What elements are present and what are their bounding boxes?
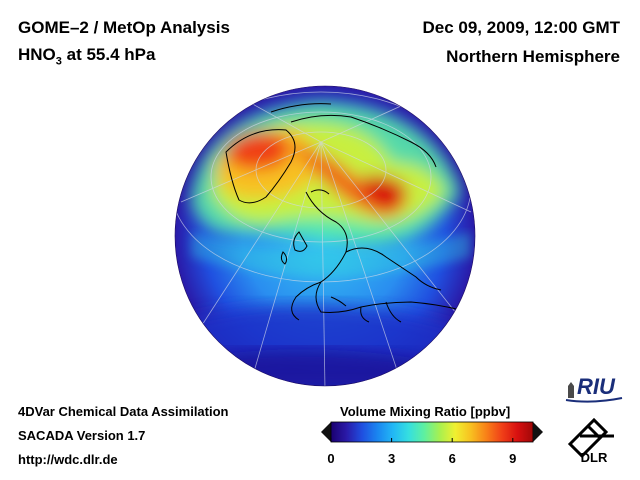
hemisphere-map: [174, 85, 476, 387]
dlr-text: DLR: [581, 450, 608, 464]
colorbar-tick-label-3: 3: [387, 451, 396, 466]
dlr-emblem: [567, 417, 614, 459]
colorbar-tick-label-9: 9: [509, 451, 517, 466]
species-subscript: 3: [55, 55, 62, 68]
date-label: Dec 09, 2009, 12:00 GMT: [422, 18, 620, 37]
species-label: HNO3 at 55.4 hPa: [18, 45, 155, 67]
riu-tower: [568, 382, 574, 398]
colorbar-gradient: [330, 421, 534, 443]
coastlines: [225, 103, 462, 323]
vortex-field: [191, 102, 461, 244]
riu-logo-icon: RIU: [565, 374, 623, 403]
footer-line-1: 4DVar Chemical Data Assimilation: [18, 404, 229, 419]
footer-url: http://wdc.dlr.de: [18, 452, 118, 467]
colorbar-min-arrow: [321, 422, 331, 442]
species-base: HNO: [18, 45, 56, 64]
mid-latitude-band: [191, 232, 471, 277]
colorbar-tick-label-6: 6: [448, 451, 456, 466]
dlr-logo-icon: DLR: [567, 417, 614, 464]
colorbar-title: Volume Mixing Ratio [ppbv]: [340, 404, 511, 419]
riu-swoosh: [565, 397, 623, 403]
colorbar-max-arrow: [533, 422, 543, 442]
riu-text: RIU: [577, 374, 616, 399]
region-label: Northern Hemisphere: [446, 47, 620, 66]
colorbar-tick-marks: [330, 438, 514, 442]
map-title: GOME–2 / MetOp Analysis: [18, 18, 230, 37]
species-level: at 55.4 hPa: [61, 45, 156, 64]
colorbar: [321, 421, 543, 443]
footer-line-2: SACADA Version 1.7: [18, 428, 146, 443]
globe-outline: [174, 85, 476, 387]
colorbar-tick-label-0: 0: [327, 451, 335, 466]
